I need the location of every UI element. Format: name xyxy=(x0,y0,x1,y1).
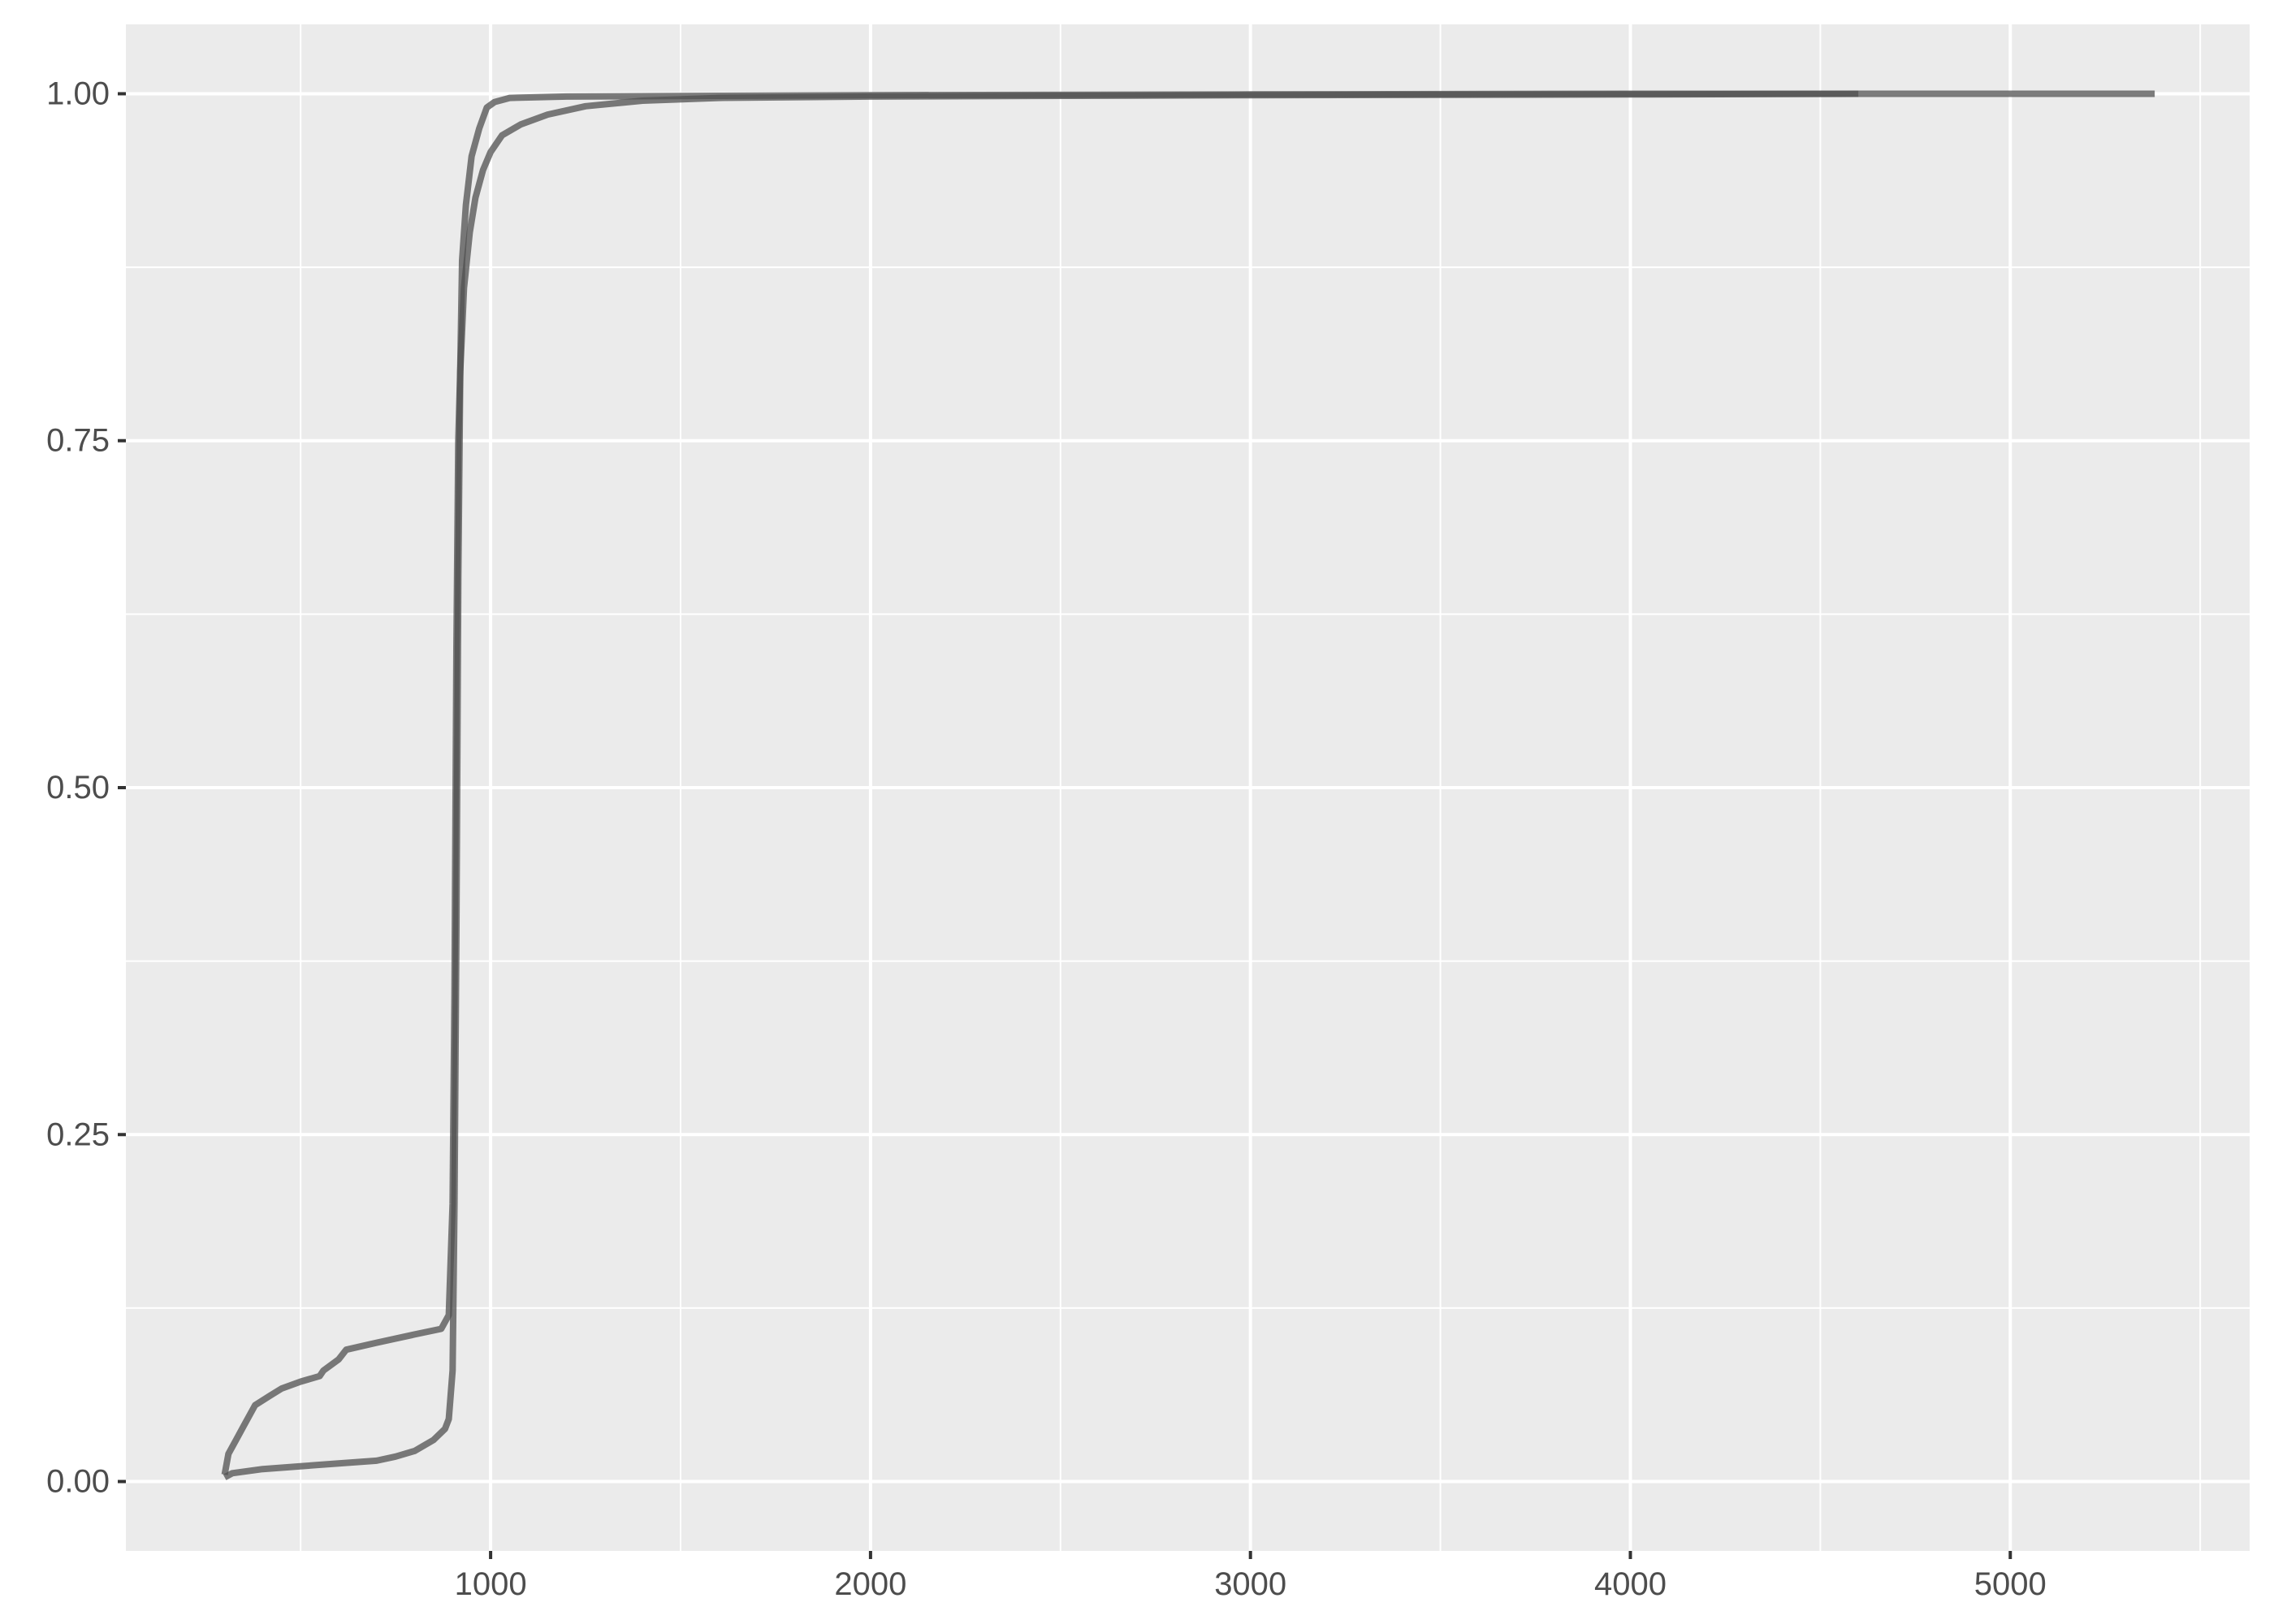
x-axis: 1000 2000 3000 4000 5000 xyxy=(455,1551,2047,1602)
series-layer xyxy=(221,90,2155,1480)
x-tick-label: 4000 xyxy=(1594,1566,1667,1602)
y-tick-label: 0.00 xyxy=(46,1464,110,1500)
x-tick-label: 1000 xyxy=(455,1566,527,1602)
x-tick-label: 5000 xyxy=(1974,1566,2047,1602)
y-tick-label: 0.75 xyxy=(46,423,110,459)
ecdf-line-2 xyxy=(223,90,2155,1480)
y-axis: 0.00 0.25 0.50 0.75 1.00 xyxy=(46,76,126,1500)
y-tick-label: 1.00 xyxy=(46,76,110,111)
y-tick-label: 0.50 xyxy=(46,770,110,806)
x-tick-label: 3000 xyxy=(1214,1566,1286,1602)
y-tick-label: 0.25 xyxy=(46,1116,110,1152)
x-tick-label: 2000 xyxy=(834,1566,906,1602)
